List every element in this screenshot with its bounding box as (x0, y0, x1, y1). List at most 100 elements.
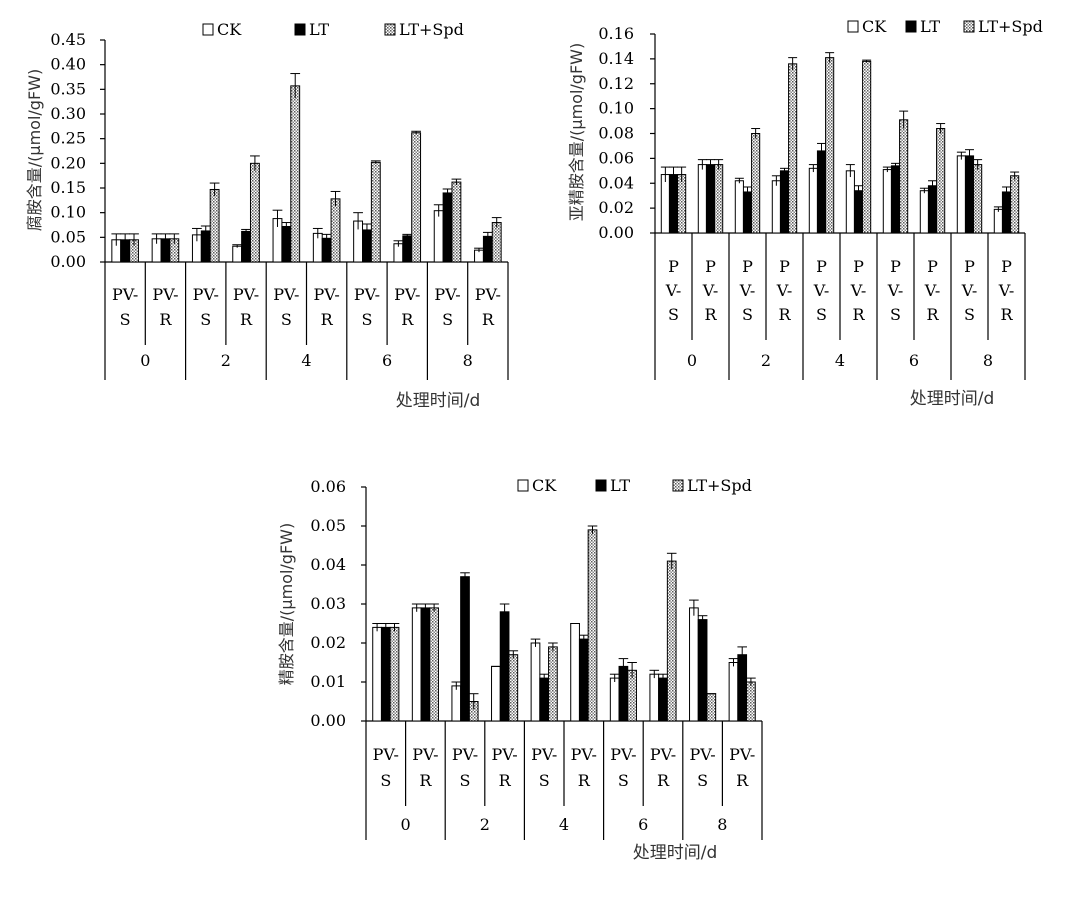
category-label: S (697, 771, 708, 790)
y-tick-label: 0.06 (310, 477, 346, 496)
group-label: 8 (463, 351, 473, 370)
bar-ck (451, 685, 462, 722)
category-label: P (742, 257, 753, 276)
y-tick-label: 0.14 (598, 49, 634, 68)
y-tick-label: 0.02 (598, 198, 634, 217)
category-label: PV- (152, 285, 178, 304)
group-label: 6 (909, 351, 919, 370)
group-label: 0 (401, 815, 411, 834)
bar-spd (1010, 175, 1020, 234)
bar-spd (491, 222, 502, 263)
group-label: 6 (638, 815, 648, 834)
category-label: P (705, 257, 716, 276)
bar-ck (649, 673, 660, 722)
category-label: R (657, 771, 670, 790)
category-label: V- (776, 281, 793, 300)
bar-ck (808, 167, 818, 234)
category-label: S (120, 310, 131, 329)
bar-spd (746, 681, 756, 722)
legend-label-spd: LT+Spd (399, 20, 464, 39)
x-axis-title: 处理时间/d (396, 391, 481, 411)
legend-swatch-ck (202, 23, 214, 36)
y-tick-label: 0.15 (50, 178, 86, 197)
bar-lt (241, 230, 251, 263)
bar-ck (771, 180, 781, 234)
bar-ck (433, 210, 444, 263)
category-label: V- (702, 281, 719, 300)
bar-spd (751, 133, 761, 234)
group-label: 2 (761, 351, 771, 370)
category-label: S (964, 305, 975, 324)
y-tick-label: 0.05 (50, 227, 86, 246)
legend-swatch-ck (847, 20, 859, 33)
legend-swatch-spd (963, 20, 975, 33)
group-label: 8 (717, 815, 727, 834)
y-tick-label: 0.01 (310, 672, 346, 691)
bar-spd (451, 181, 462, 263)
bar-ck (660, 174, 670, 234)
category-label: S (890, 305, 901, 324)
category-label: S (618, 771, 629, 790)
category-label: PV- (193, 285, 219, 304)
category-label: R (321, 310, 334, 329)
bar-lt (402, 235, 413, 263)
bar-lt (442, 192, 453, 263)
bar-ck (993, 208, 1003, 234)
category-label: R (482, 310, 495, 329)
putrescine-chart: 0.00 0.05 0.10 0.15 0.20 0.25 0.30 0.35 0.40 0.45… (25, 20, 509, 411)
bar-ck (609, 677, 620, 722)
category-label: P (927, 257, 938, 276)
category-label: P (779, 257, 790, 276)
legend-label-ck: CK (217, 20, 242, 39)
category-label: PV- (394, 285, 420, 304)
category-label: R (704, 305, 717, 324)
legend-swatch-lt (905, 20, 917, 33)
category-label: S (281, 310, 292, 329)
legend-label-ck: CK (862, 17, 887, 36)
bar-lt (499, 611, 510, 722)
category-label: PV- (412, 745, 438, 764)
bar-spd (249, 162, 260, 263)
y-tick-label: 0.45 (50, 30, 86, 49)
group-label: 2 (480, 815, 490, 834)
bar-ck (882, 169, 892, 234)
category-label: V- (739, 281, 756, 300)
category-label: S (539, 771, 550, 790)
x-axis-title: 处理时间/d (910, 389, 995, 409)
group-label: 4 (835, 351, 845, 370)
category-label: S (380, 771, 391, 790)
bar-lt (658, 677, 668, 722)
y-tick-label: 0.00 (310, 711, 346, 730)
category-label: R (926, 305, 939, 324)
category-label: V- (961, 281, 978, 300)
y-tick-label: 0.04 (598, 173, 634, 192)
bar-lt (1001, 191, 1012, 234)
category-label: PV- (233, 285, 259, 304)
category-label: PV- (689, 745, 715, 764)
bar-ck (411, 607, 422, 722)
y-tick-label: 0.25 (50, 129, 86, 148)
group-label: 2 (221, 351, 231, 370)
y-tick-label: 0.30 (50, 104, 86, 123)
bar-lt (539, 677, 550, 722)
y-tick-label: 0.20 (50, 153, 86, 172)
bar-spd (973, 164, 983, 234)
category-label: P (853, 257, 864, 276)
y-tick-label: 0.00 (50, 252, 86, 271)
group-label: 4 (559, 815, 569, 834)
category-label: S (460, 771, 471, 790)
y-tick-label: 0.06 (598, 148, 634, 167)
y-tick-label: 0.16 (598, 24, 634, 43)
bar-lt (420, 607, 431, 722)
bar-lt (618, 665, 629, 722)
category-label: P (1001, 257, 1012, 276)
category-label: V- (998, 281, 1015, 300)
bar-lt (779, 170, 790, 234)
bar-lt (697, 619, 708, 722)
group-label: 8 (983, 351, 993, 370)
category-label: R (852, 305, 865, 324)
category-label: PV- (273, 285, 299, 304)
category-label: R (499, 771, 512, 790)
category-label: R (736, 771, 749, 790)
bar-lt (964, 155, 975, 234)
